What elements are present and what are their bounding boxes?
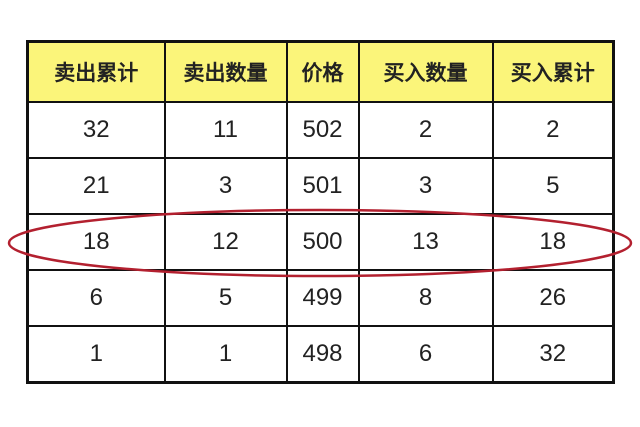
cell-buy-cumulative: 5	[491, 157, 615, 215]
cell-sell-cumulative: 21	[26, 157, 166, 215]
cell-buy-cumulative: 2	[491, 101, 615, 159]
header-sell-cumulative: 卖出累计	[26, 40, 166, 103]
cell-price: 499	[285, 269, 360, 327]
header-row: 卖出累计 卖出数量 价格 买入数量 买入累计	[26, 40, 615, 103]
order-book-table: 卖出累计 卖出数量 价格 买入数量 买入累计 32 11 502 2 2 21 3 501 3 5…	[26, 40, 615, 384]
table-row: 1 1 498 6 32	[26, 325, 615, 384]
header-buy-cumulative: 买入累计	[491, 40, 615, 103]
table-row: 32 11 502 2 2	[26, 101, 615, 159]
cell-buy-quantity: 13	[357, 213, 494, 271]
cell-buy-cumulative: 26	[491, 269, 615, 327]
header-price: 价格	[285, 40, 360, 103]
cell-sell-cumulative: 18	[26, 213, 166, 271]
header-sell-quantity: 卖出数量	[163, 40, 288, 103]
cell-sell-quantity: 12	[163, 213, 288, 271]
cell-sell-quantity: 3	[163, 157, 288, 215]
cell-buy-cumulative: 18	[491, 213, 615, 271]
cell-price: 502	[285, 101, 360, 159]
cell-sell-quantity: 1	[163, 325, 288, 384]
cell-sell-quantity: 11	[163, 101, 288, 159]
table-row: 6 5 499 8 26	[26, 269, 615, 327]
cell-buy-quantity: 2	[357, 101, 494, 159]
cell-price: 500	[285, 213, 360, 271]
header-buy-quantity: 买入数量	[357, 40, 494, 103]
table-row: 21 3 501 3 5	[26, 157, 615, 215]
cell-price: 501	[285, 157, 360, 215]
cell-sell-cumulative: 32	[26, 101, 166, 159]
cell-buy-quantity: 6	[357, 325, 494, 384]
cell-buy-quantity: 3	[357, 157, 494, 215]
cell-sell-cumulative: 1	[26, 325, 166, 384]
cell-price: 498	[285, 325, 360, 384]
cell-sell-quantity: 5	[163, 269, 288, 327]
table-row: 18 12 500 13 18	[26, 213, 615, 271]
cell-buy-cumulative: 32	[491, 325, 615, 384]
cell-buy-quantity: 8	[357, 269, 494, 327]
cell-sell-cumulative: 6	[26, 269, 166, 327]
